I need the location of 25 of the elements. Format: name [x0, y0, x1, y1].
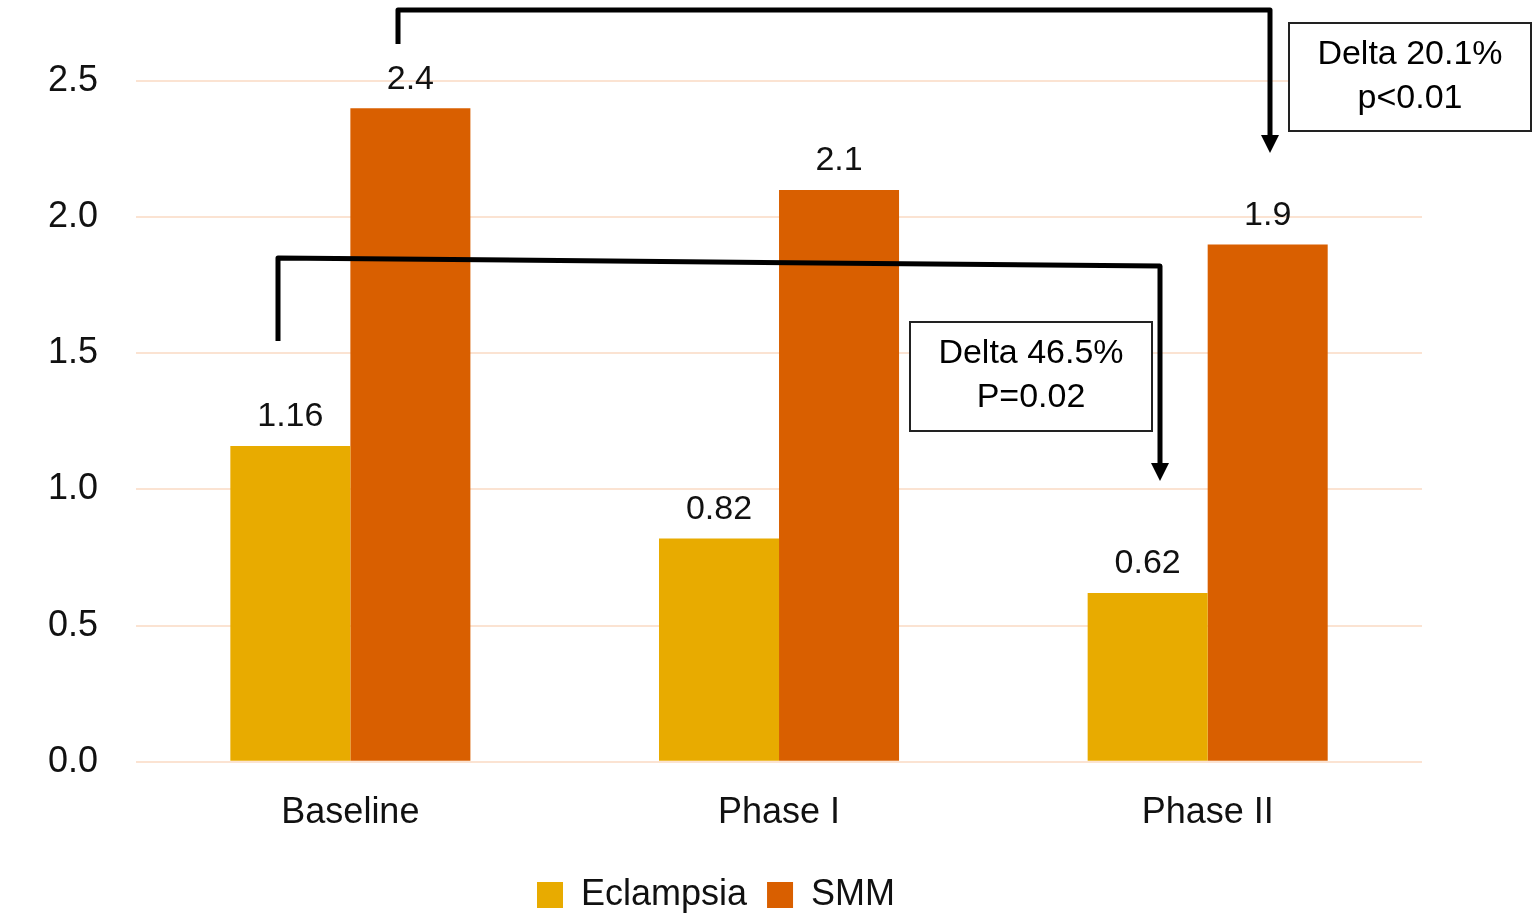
x-tick-label: Phase I	[717, 790, 841, 832]
annotation: Delta 20.1% p<0.01	[1288, 22, 1532, 132]
x-tick-label: Phase II	[1141, 790, 1274, 832]
bar	[1207, 244, 1328, 761]
data-label: 2.1	[815, 139, 863, 178]
legend-label: SMM	[811, 871, 896, 913]
y-tick-label: 0.0	[48, 738, 99, 780]
y-tick-label: 0.5	[48, 602, 99, 644]
y-tick-label: 2.5	[48, 57, 99, 99]
annotation: Delta 46.5% P=0.02	[909, 321, 1153, 432]
bar	[779, 189, 900, 761]
data-label: 0.82	[685, 487, 753, 526]
bar	[350, 108, 471, 761]
data-label: 0.62	[1114, 542, 1181, 581]
data-label: 1.16	[257, 395, 324, 434]
data-label: 2.4	[386, 57, 435, 96]
bar	[659, 538, 780, 761]
data-label: 1.9	[1244, 193, 1292, 232]
x-tick-label: Baseline	[281, 790, 420, 832]
bar	[1087, 592, 1208, 761]
legend-label: Eclampsia	[580, 871, 749, 913]
y-tick-label: 1.5	[48, 330, 99, 372]
y-tick-label: 2.0	[48, 194, 99, 236]
bar	[230, 445, 351, 761]
y-tick-label: 1.0	[48, 466, 99, 508]
